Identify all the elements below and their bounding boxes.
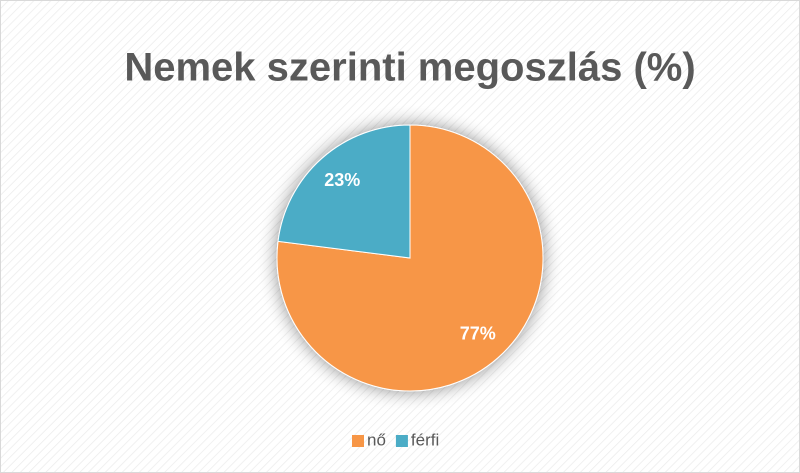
legend-swatch bbox=[395, 435, 408, 447]
pie bbox=[276, 124, 544, 392]
legend-label: nő bbox=[367, 430, 386, 449]
legend-swatch bbox=[352, 435, 364, 447]
data-label: 23% bbox=[324, 170, 360, 190]
data-label: 77% bbox=[460, 324, 496, 344]
legend: nő férfi bbox=[352, 430, 439, 449]
chart-title: Nemek szerinti megoszlás (%) bbox=[124, 46, 695, 90]
legend-label: férfi bbox=[411, 430, 439, 449]
pie-slice bbox=[277, 124, 411, 259]
labels: 77% 23% bbox=[324, 170, 495, 344]
